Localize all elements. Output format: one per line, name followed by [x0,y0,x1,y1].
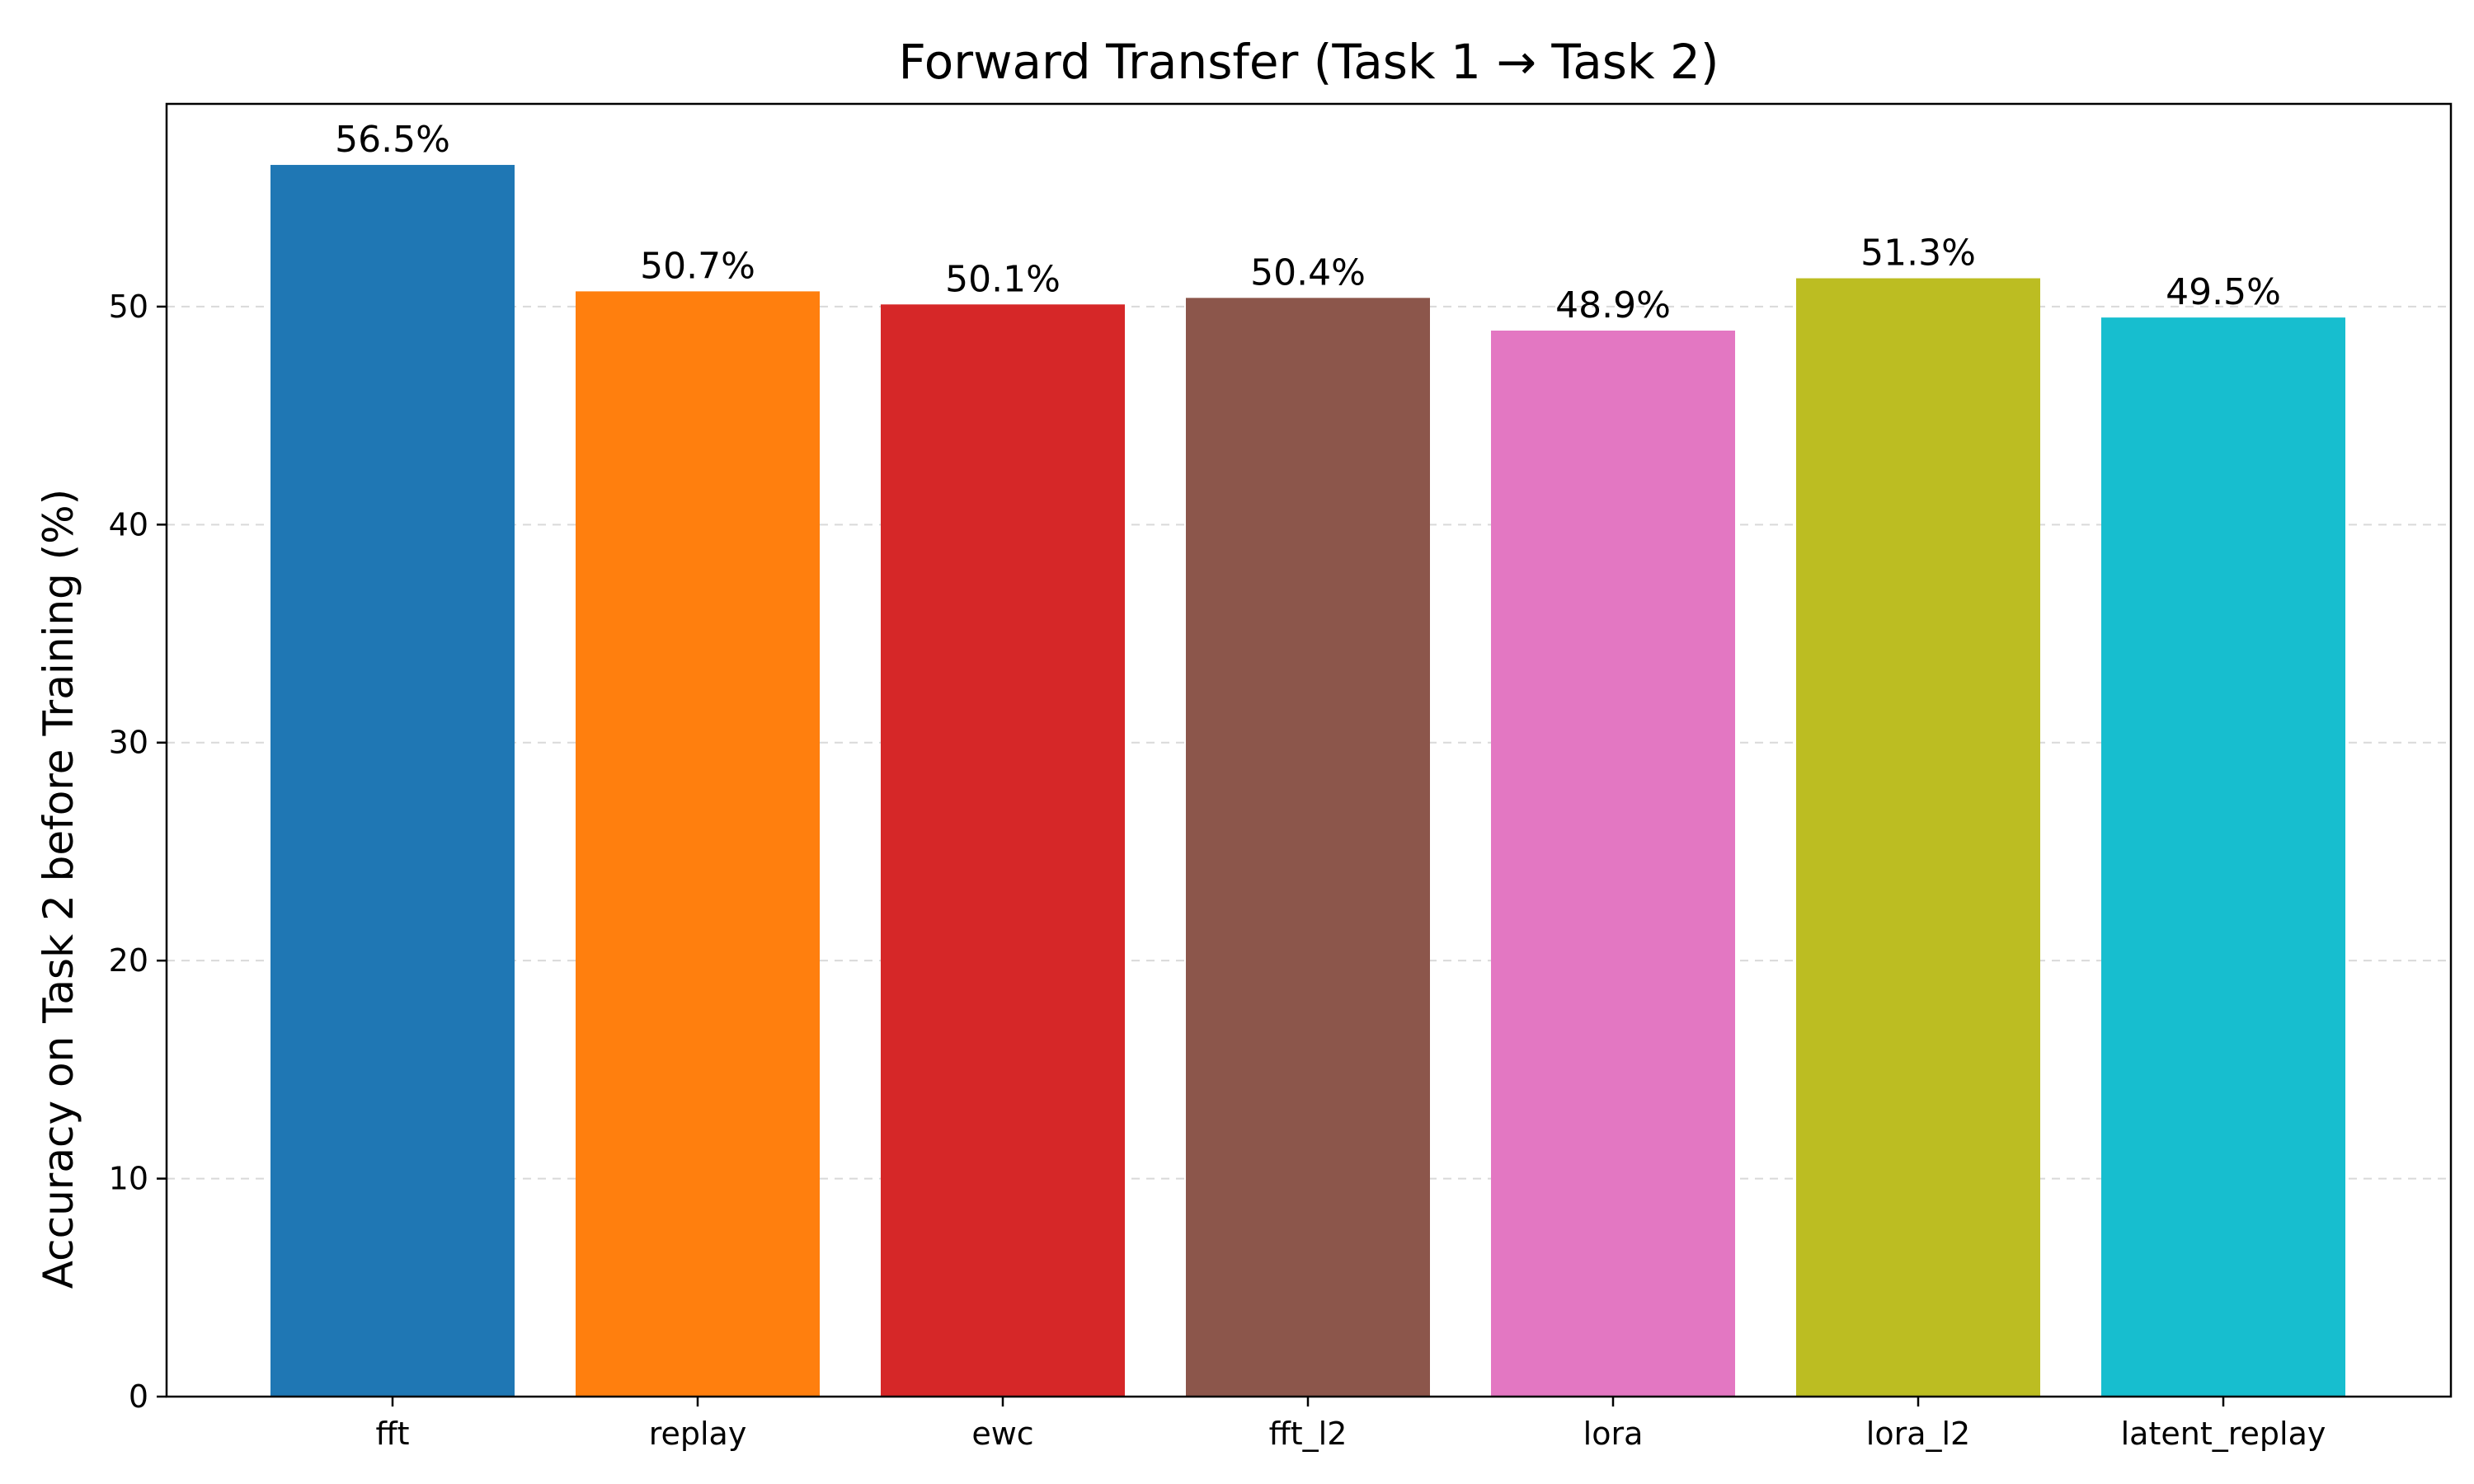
x-tick-label-lora_l2: lora_l2 [1866,1416,1970,1452]
x-tick-label-replay: replay [649,1416,747,1452]
bars [270,165,2345,1397]
x-tick-label-fft: fft [375,1416,409,1452]
bar-fft [270,165,515,1397]
y-tick-label: 50 [109,289,148,325]
value-labels: 56.5% 50.7% 50.1% 50.4% 48.9% 51.3% 49.5% [335,119,2281,326]
x-tick-label-lora: lora [1583,1416,1644,1452]
x-axis-ticks: fft replay ewc fft_l2 lora lora_l2 latent_repl… [375,1397,2326,1452]
value-label-fft: 56.5% [335,119,450,161]
y-axis-label: Accuracy on Task 2 before Training (%) [35,489,82,1289]
value-label-lora: 48.9% [1555,284,1671,326]
y-axis-ticks: 0 10 20 30 40 50 [109,289,167,1415]
bar-ewc [881,304,1125,1397]
y-tick-label: 20 [109,942,148,979]
value-label-ewc: 50.1% [945,258,1061,300]
chart-title: Forward Transfer (Task 1 → Task 2) [898,34,1719,90]
y-tick-label: 40 [109,506,148,542]
bar-lora [1491,330,1735,1397]
x-tick-label-latent_replay: latent_replay [2121,1416,2326,1452]
bar-replay [576,291,820,1397]
y-tick-label: 30 [109,725,148,761]
value-label-replay: 50.7% [640,245,755,287]
value-label-lora_l2: 51.3% [1860,232,1976,275]
x-tick-label-fft_l2: fft_l2 [1269,1416,1348,1452]
value-label-fft_l2: 50.4% [1250,251,1366,294]
bar-latent_replay [2101,317,2345,1397]
bar-fft_l2 [1186,298,1430,1397]
y-tick-label: 10 [109,1161,148,1197]
y-tick-label: 0 [129,1378,148,1415]
gridlines [167,305,2451,1180]
x-tick-label-ewc: ewc [971,1416,1033,1452]
value-label-latent_replay: 49.5% [2166,271,2281,313]
bar-lora_l2 [1796,278,2040,1397]
